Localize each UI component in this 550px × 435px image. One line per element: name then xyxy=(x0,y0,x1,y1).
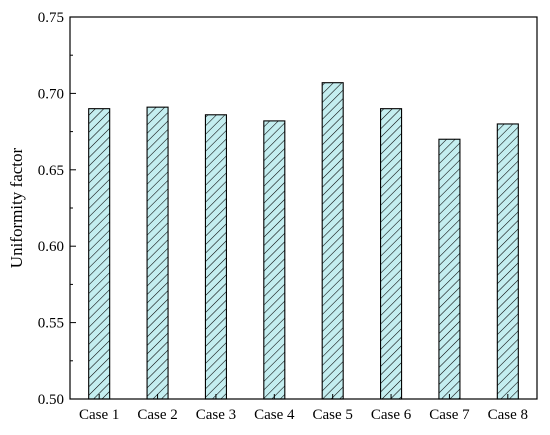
y-axis-ticks: 0.50 0.55 0.60 0.65 0.70 0.75 xyxy=(38,10,76,408)
bar-case-8 xyxy=(496,123,519,400)
y-axis-title: Uniformity factor xyxy=(7,147,26,268)
y-tick-label: 0.70 xyxy=(38,86,64,102)
x-tick-label: Case 2 xyxy=(137,407,177,423)
x-tick-label: Case 8 xyxy=(488,407,528,423)
x-tick-label: Case 5 xyxy=(312,407,352,423)
x-tick-label: Case 4 xyxy=(254,407,295,423)
y-tick-label: 0.75 xyxy=(38,10,64,26)
plot-frame xyxy=(69,16,538,400)
bar-case-7 xyxy=(438,138,461,400)
y-tick-label: 0.60 xyxy=(38,239,64,255)
x-tick-label: Case 3 xyxy=(196,407,236,423)
y-tick-label: 0.50 xyxy=(38,392,64,408)
y-tick-label: 0.65 xyxy=(38,163,64,179)
x-tick-label: Case 6 xyxy=(371,407,412,423)
x-axis-ticks: Case 1 Case 2 Case 3 Case 4 Case 5 Case 6 Case… xyxy=(79,394,528,423)
y-tick-label: 0.55 xyxy=(38,316,64,332)
bar-case-6 xyxy=(380,108,403,400)
bar-case-1 xyxy=(88,108,111,400)
bars-group xyxy=(88,82,519,400)
x-tick-label: Case 1 xyxy=(79,407,119,423)
bar-case-3 xyxy=(204,114,227,400)
bar-case-2 xyxy=(146,106,169,400)
bar-case-4 xyxy=(263,120,286,400)
bar-case-5 xyxy=(321,82,344,400)
x-tick-label: Case 7 xyxy=(429,407,470,423)
